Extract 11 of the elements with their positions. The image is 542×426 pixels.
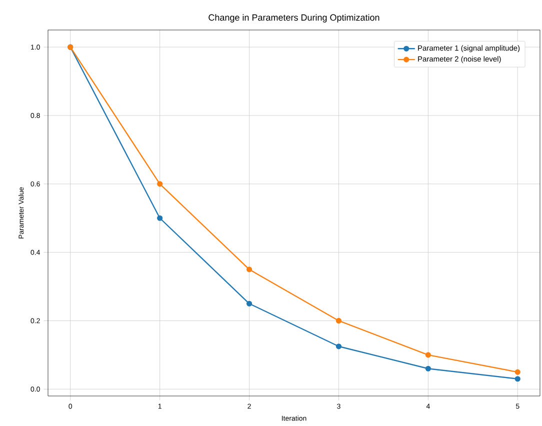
point xyxy=(425,352,431,358)
point xyxy=(157,181,163,187)
point xyxy=(246,300,252,306)
point xyxy=(425,366,431,372)
point xyxy=(514,376,520,382)
point xyxy=(336,344,342,350)
chart-title: Change in Parameters During Optimization xyxy=(208,14,380,22)
point xyxy=(336,318,342,324)
point xyxy=(514,369,520,375)
point xyxy=(246,266,252,272)
point xyxy=(157,215,163,221)
